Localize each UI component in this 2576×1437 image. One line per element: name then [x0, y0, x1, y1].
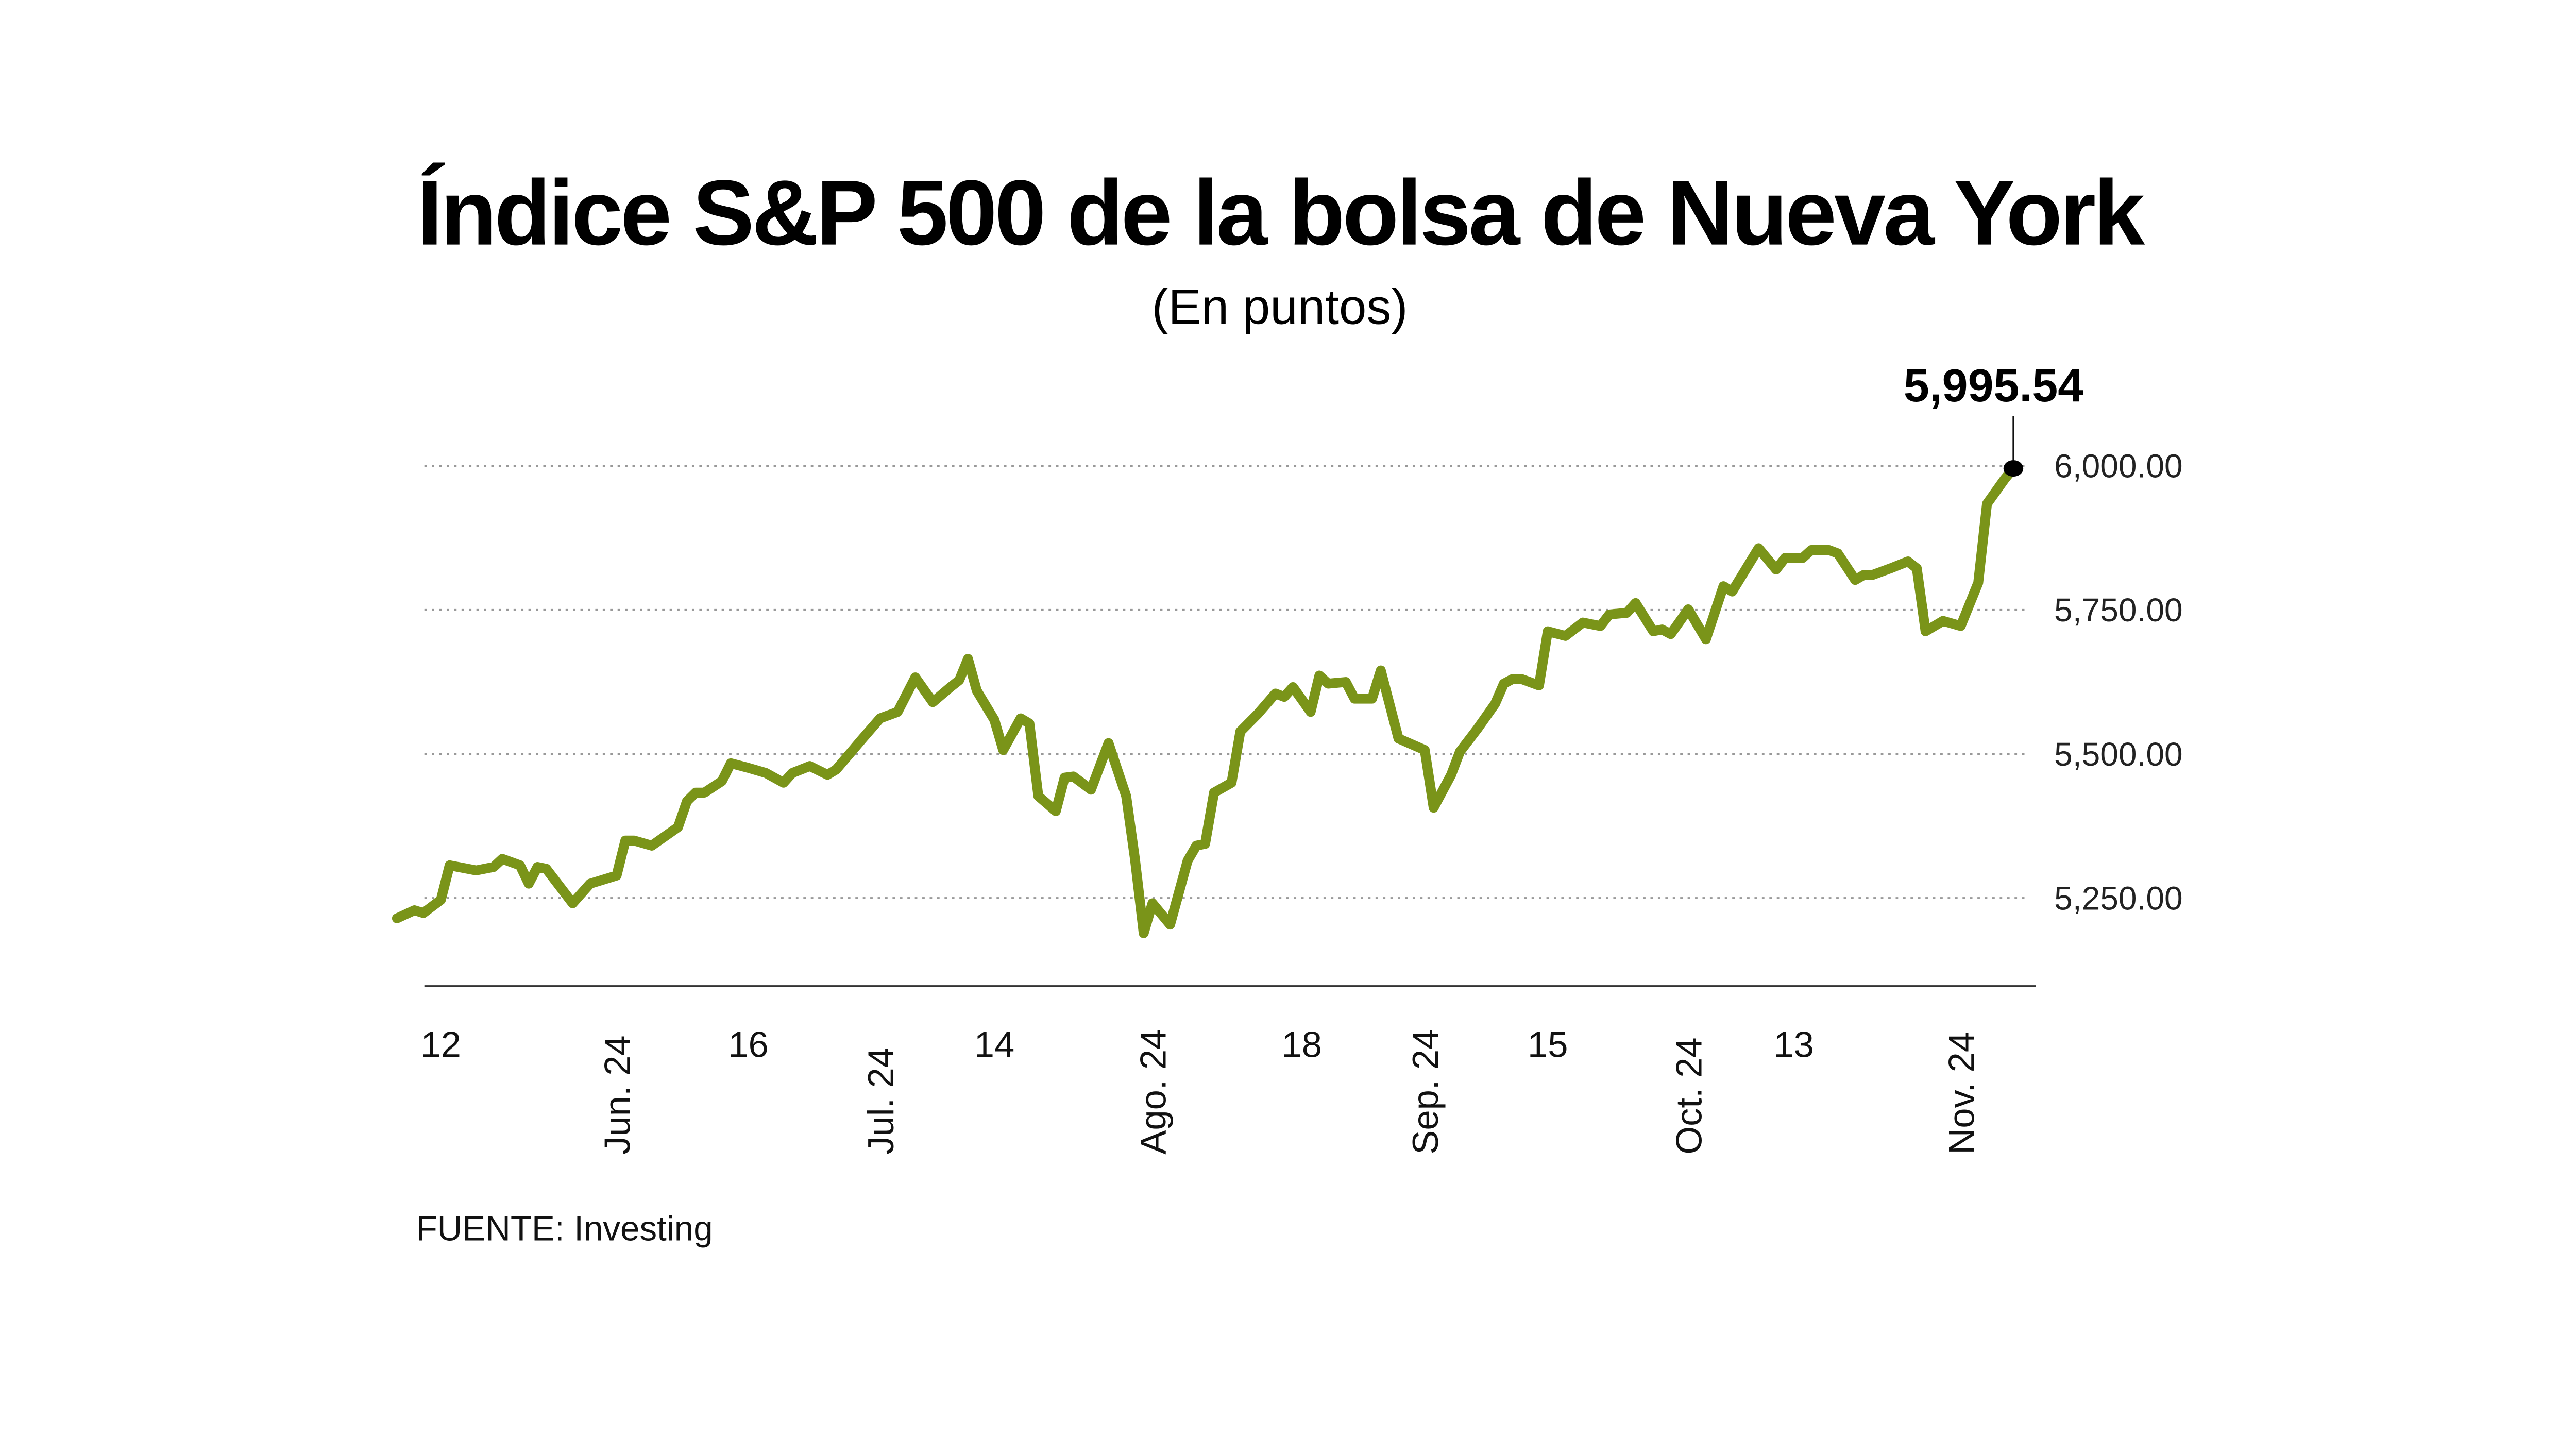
- x-tick-label-month: Nov. 24: [1941, 1032, 1981, 1155]
- y-axis-labels: 6,000.00 5,750.00 5,500.00 5,250.00: [2054, 448, 2183, 917]
- x-tick-label-month: Jul. 24: [860, 1047, 901, 1155]
- source-note: FUENTE: Investing: [416, 1209, 713, 1248]
- x-tick-label-day: 14: [974, 1024, 1014, 1065]
- x-axis-labels: 12 Jun. 24 16 Jul. 24 14 Ago. 24 18 Sep. 24 15 Oc…: [421, 1024, 1982, 1155]
- y-tick-label: 5,500.00: [2054, 736, 2183, 773]
- series-line: [392, 463, 2019, 938]
- x-tick-label-day: 16: [728, 1024, 768, 1065]
- chart-title: Índice S&P 500 de la bolsa de Nueva York: [417, 162, 2145, 265]
- x-tick-label-month: Jun. 24: [597, 1035, 637, 1154]
- chart-subtitle: (En puntos): [1151, 279, 1408, 334]
- y-tick-label: 6,000.00: [2054, 448, 2183, 485]
- x-tick-label-day: 13: [1773, 1024, 1814, 1065]
- x-tick-label-month: Ago. 24: [1133, 1029, 1174, 1155]
- annotation-label: 5,995.54: [1904, 360, 2083, 412]
- x-tick-label-day: 15: [1528, 1024, 1568, 1065]
- x-tick-label-month: Oct. 24: [1669, 1037, 1709, 1154]
- last-value-marker: [2003, 460, 2024, 477]
- y-tick-label: 5,750.00: [2054, 591, 2183, 629]
- last-value-annotation: 5,995.54: [1904, 360, 2083, 477]
- x-tick-label-day: 18: [1282, 1024, 1322, 1065]
- x-tick-label-month: Sep. 24: [1405, 1029, 1446, 1155]
- x-tick-label-day: 12: [421, 1024, 461, 1065]
- y-tick-label: 5,250.00: [2054, 880, 2183, 917]
